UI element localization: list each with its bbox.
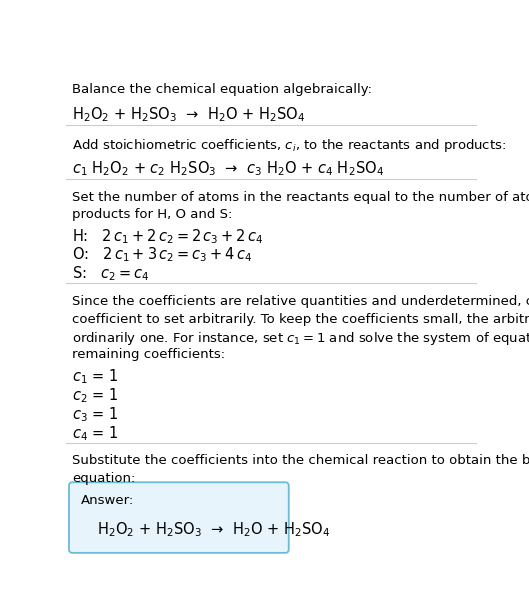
Text: $c_1$ H$_2$O$_2$ + $c_2$ H$_2$SO$_3$  →  $c_3$ H$_2$O + $c_4$ H$_2$SO$_4$: $c_1$ H$_2$O$_2$ + $c_2$ H$_2$SO$_3$ → $… [72,159,384,178]
Text: ordinarily one. For instance, set $c_1 = 1$ and solve the system of equations fo: ordinarily one. For instance, set $c_1 =… [72,330,529,347]
Text: Add stoichiometric coefficients, $c_i$, to the reactants and products:: Add stoichiometric coefficients, $c_i$, … [72,137,506,154]
Text: H$_2$O$_2$ + H$_2$SO$_3$  →  H$_2$O + H$_2$SO$_4$: H$_2$O$_2$ + H$_2$SO$_3$ → H$_2$O + H$_2… [97,520,330,539]
Text: $c_4$ = 1: $c_4$ = 1 [72,424,118,443]
Text: Since the coefficients are relative quantities and underdetermined, choose a: Since the coefficients are relative quan… [72,295,529,308]
Text: $c_3$ = 1: $c_3$ = 1 [72,405,118,424]
Text: Answer:: Answer: [80,495,134,507]
Text: $c_1$ = 1: $c_1$ = 1 [72,368,118,387]
Text: remaining coefficients:: remaining coefficients: [72,348,225,361]
Text: Substitute the coefficients into the chemical reaction to obtain the balanced: Substitute the coefficients into the che… [72,454,529,467]
Text: equation:: equation: [72,472,135,485]
Text: products for H, O and S:: products for H, O and S: [72,208,233,222]
Text: Set the number of atoms in the reactants equal to the number of atoms in the: Set the number of atoms in the reactants… [72,191,529,203]
Text: H$_2$O$_2$ + H$_2$SO$_3$  →  H$_2$O + H$_2$SO$_4$: H$_2$O$_2$ + H$_2$SO$_3$ → H$_2$O + H$_2… [72,106,306,124]
Text: H:   $2\,c_1 + 2\,c_2 = 2\,c_3 + 2\,c_4$: H: $2\,c_1 + 2\,c_2 = 2\,c_3 + 2\,c_4$ [72,227,263,246]
FancyBboxPatch shape [69,483,289,553]
Text: O:   $2\,c_1 + 3\,c_2 = c_3 + 4\,c_4$: O: $2\,c_1 + 3\,c_2 = c_3 + 4\,c_4$ [72,246,252,265]
Text: S:   $c_2 = c_4$: S: $c_2 = c_4$ [72,265,149,283]
Text: Balance the chemical equation algebraically:: Balance the chemical equation algebraica… [72,83,372,96]
Text: $c_2$ = 1: $c_2$ = 1 [72,387,118,405]
Text: coefficient to set arbitrarily. To keep the coefficients small, the arbitrary va: coefficient to set arbitrarily. To keep … [72,313,529,325]
